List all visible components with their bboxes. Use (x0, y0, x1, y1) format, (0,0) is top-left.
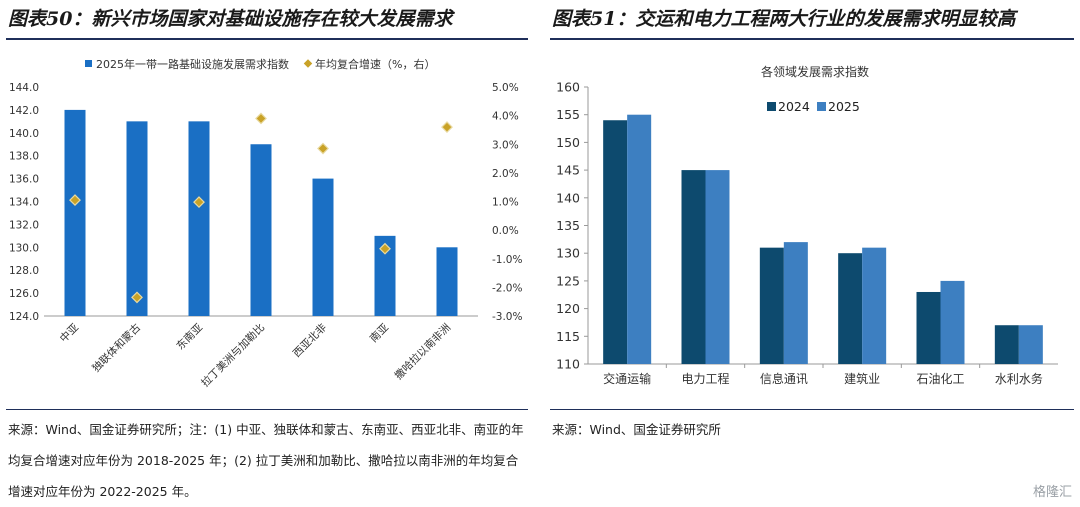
y-tick-label: 120 (556, 301, 580, 316)
legend-label-point: 年均复合增速（%，右） (315, 57, 435, 71)
bar-2025 (862, 247, 887, 364)
legend-swatch-point (303, 59, 313, 68)
right-chart: 各领域发展需求指数 110 115 120 125 130 135 140 145 150 155 1… (556, 64, 1058, 386)
scatter-point (131, 291, 143, 304)
bar-2025 (940, 280, 965, 364)
x-tick-label: 交通运输 (603, 371, 651, 386)
scatter-point (69, 194, 81, 207)
y-tick-label: 150 (556, 135, 580, 150)
left-y-tick-label: 130.0 (9, 242, 39, 254)
bar (126, 121, 148, 316)
right-source-note: 来源：Wind、国金证券研究所 (552, 422, 721, 437)
left-title-rule (6, 38, 528, 40)
legend-swatch (817, 102, 826, 111)
bar-2024 (681, 170, 706, 364)
bar (64, 109, 86, 317)
x-tick-label: 拉丁美洲与加勒比 (199, 321, 268, 390)
scatter-point (441, 121, 453, 134)
left-y-tick-label: 142.0 (9, 105, 39, 117)
right-y-tick-label: 3.0% (492, 139, 519, 151)
right-y-tick-label: -1.0% (492, 254, 522, 266)
x-tick-label: 独联体和蒙古 (89, 321, 143, 375)
bar (436, 247, 458, 316)
y-tick-label: 160 (556, 80, 580, 95)
x-tick-label: 水利水务 (995, 371, 1043, 386)
bar-2025 (705, 170, 730, 364)
bar-2024 (838, 253, 863, 364)
y-tick-label: 140 (556, 190, 580, 205)
x-tick-label: 电力工程 (681, 371, 729, 386)
y-tick-label: 125 (556, 273, 580, 288)
scatter-point (193, 196, 205, 209)
right-y-tick-label: 2.0% (492, 168, 519, 180)
left-y-tick-label: 132.0 (9, 219, 39, 231)
left-y-tick-label: 126.0 (9, 288, 39, 300)
legend-swatch-bar (85, 60, 92, 67)
bar (374, 235, 396, 316)
left-y-tick-label: 138.0 (9, 151, 39, 163)
legend-label: 2024 (778, 99, 810, 114)
bar-2024 (994, 325, 1019, 364)
y-tick-label: 115 (556, 329, 580, 344)
bar-2024 (759, 247, 784, 364)
left-y-tick-label: 144.0 (9, 82, 39, 94)
left-y-tick-label: 128.0 (9, 265, 39, 277)
left-y-tick-label: 134.0 (9, 197, 39, 209)
watermark-text: 格隆汇 (1032, 485, 1072, 500)
bar (312, 178, 334, 316)
left-source-note: 来源：Wind、国金证券研究所；注：(1) 中亚、独联体和蒙古、东南亚、西亚北非… (8, 422, 524, 499)
left-footer-rule (6, 409, 528, 410)
bar (188, 121, 210, 316)
legend-swatch (767, 102, 776, 111)
x-tick-label: 撒哈拉以南非洲 (392, 321, 453, 382)
bar-2025 (783, 242, 808, 364)
bar-2024 (916, 291, 941, 364)
y-tick-label: 135 (556, 218, 580, 233)
x-tick-label: 中亚 (57, 321, 81, 345)
bar-2025 (627, 114, 652, 364)
bar-2025 (1018, 325, 1043, 364)
legend-label-bar: 2025年一带一路基础设施发展需求指数 (96, 57, 289, 71)
left-y-tick-label: 136.0 (9, 174, 39, 186)
right-y-tick-label: 5.0% (492, 82, 519, 94)
bar (250, 144, 272, 316)
bar-2024 (603, 120, 628, 365)
x-tick-label: 东南亚 (174, 321, 206, 353)
chart-title: 各领域发展需求指数 (761, 64, 869, 79)
x-tick-label: 西亚北非 (291, 321, 330, 360)
left-y-tick-label: 124.0 (9, 311, 39, 323)
right-title-rule (550, 38, 1074, 40)
left-panel-title: 图表50：新兴市场国家对基础设施存在较大发展需求 (8, 8, 453, 30)
y-tick-label: 155 (556, 107, 580, 122)
right-y-tick-label: 4.0% (492, 111, 519, 123)
right-footer-rule (550, 409, 1074, 410)
left-y-tick-label: 140.0 (9, 128, 39, 140)
x-tick-label: 石油化工 (916, 372, 964, 386)
right-y-tick-label: -3.0% (492, 311, 522, 323)
scatter-point (317, 142, 329, 155)
right-y-tick-label: -2.0% (492, 282, 522, 294)
x-tick-label: 建筑业 (844, 371, 880, 386)
x-tick-label: 信息通讯 (760, 371, 808, 386)
y-tick-label: 110 (556, 357, 580, 372)
right-y-tick-label: 0.0% (492, 225, 519, 237)
right-panel-title: 图表51：交运和电力工程两大行业的发展需求明显较高 (552, 8, 1016, 30)
y-tick-label: 130 (556, 246, 580, 261)
scatter-point (255, 112, 267, 125)
right-y-tick-label: 1.0% (492, 197, 519, 209)
left-chart: 124.0 126.0 128.0 130.0 132.0 134.0 136.0 138.0… (9, 57, 523, 390)
legend-label: 2025 (828, 99, 860, 114)
y-tick-label: 145 (556, 163, 580, 178)
scatter-point (379, 242, 391, 255)
x-tick-label: 南亚 (367, 321, 391, 345)
